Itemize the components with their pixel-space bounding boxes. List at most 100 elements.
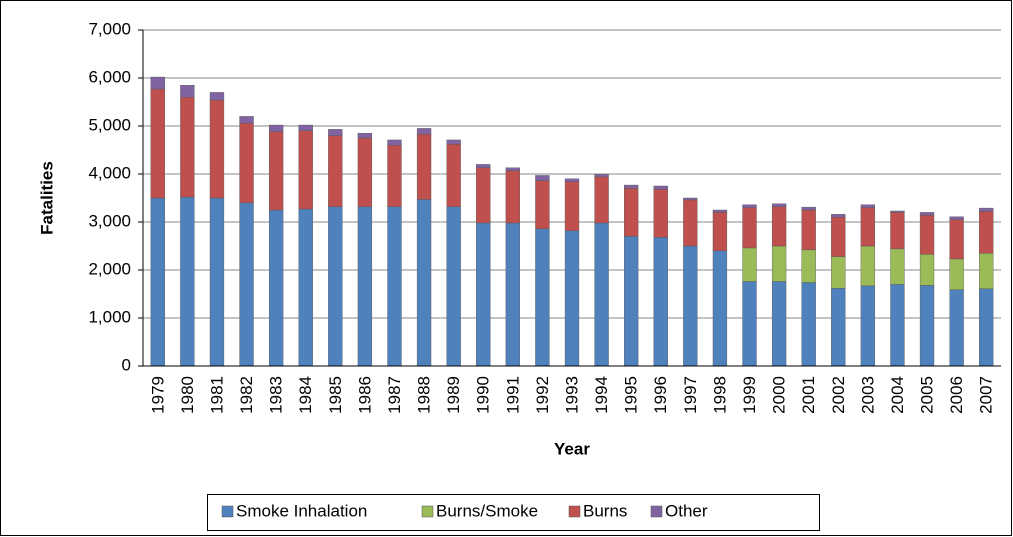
bar-segment (505, 167, 520, 171)
x-tick-label: 1982 (237, 376, 256, 414)
legend-swatch (650, 505, 663, 518)
bar-segment (949, 219, 964, 260)
bar-segment (860, 245, 876, 287)
legend-label: Burns (583, 501, 627, 520)
bar-segment (209, 197, 225, 367)
bar-segment (239, 202, 254, 367)
y-tick-label: 3,000 (88, 211, 131, 230)
legend-label: Other (665, 501, 708, 520)
bar-segment (505, 170, 520, 224)
bar-segment (180, 96, 195, 198)
bar-segment (150, 88, 165, 199)
bar-segment (180, 84, 195, 98)
x-tick-label: 2007 (977, 376, 996, 414)
bar-segment (328, 135, 343, 207)
bar-segment (683, 199, 698, 247)
bar-segment (742, 247, 757, 282)
bar-segment (683, 245, 698, 367)
bar-segment (979, 211, 994, 254)
bar-segment (357, 137, 373, 207)
x-tick-label: 1984 (296, 376, 315, 414)
bar-segment (801, 282, 816, 367)
bar-segment (890, 284, 905, 367)
bar-segment (328, 129, 343, 136)
x-tick-label: 1979 (148, 376, 167, 414)
bar-segment (387, 139, 402, 146)
bar-segment (357, 132, 373, 139)
bar-segment (890, 210, 905, 213)
bar-segment (831, 216, 846, 257)
x-tick-label: 1999 (740, 376, 759, 414)
bar-segment (801, 209, 816, 251)
x-tick-label: 2001 (799, 376, 818, 414)
bar-segment (209, 92, 225, 101)
x-tick-label: 1988 (415, 376, 434, 414)
bar-segment (653, 185, 668, 190)
bar-segment (624, 184, 639, 189)
legend-swatch (221, 505, 234, 518)
bar-segment (771, 281, 787, 367)
legend-box (207, 494, 820, 531)
bar-segment (476, 167, 491, 224)
x-tick-label: 1997 (681, 376, 700, 414)
x-tick-label: 2000 (770, 376, 789, 414)
x-tick-label: 1987 (385, 376, 404, 414)
y-tick-label: 4,000 (88, 163, 131, 182)
x-tick-label: 2002 (829, 376, 848, 414)
x-tick-label: 2003 (858, 376, 877, 414)
bar-segment (239, 122, 254, 204)
legend-label: Smoke Inhalation (236, 501, 367, 520)
x-tick-label: 1985 (326, 376, 345, 414)
bar-segment (564, 181, 580, 231)
x-tick-label: 1998 (710, 376, 729, 414)
bar-segment (742, 204, 757, 208)
bar-segment (624, 188, 639, 237)
bar-segment (771, 245, 787, 282)
bar-segment (416, 128, 432, 135)
bar-segment (209, 99, 225, 199)
bar-segment (949, 258, 964, 290)
x-tick-label: 2006 (947, 376, 966, 414)
legend-label: Burns/Smoke (436, 501, 538, 520)
bar-segment (446, 139, 461, 145)
y-axis-label: Fatalities (37, 161, 56, 235)
bar-segment (446, 144, 461, 207)
bar-segment (742, 281, 757, 367)
x-tick-label: 1995 (622, 376, 641, 414)
y-tick-label: 0 (122, 355, 131, 374)
bar-segment (712, 212, 728, 251)
bar-segment (771, 206, 787, 247)
bar-segment (949, 289, 964, 367)
bar-segment (594, 222, 609, 367)
x-tick-label: 1991 (503, 376, 522, 414)
bar-segment (653, 189, 668, 238)
bar-segment (476, 222, 491, 367)
bar-segment (860, 204, 876, 208)
y-tick-label: 5,000 (88, 115, 131, 134)
y-tick-label: 2,000 (88, 259, 131, 278)
bar-segment (594, 174, 609, 178)
bar-segment (919, 253, 935, 286)
bar-segment (860, 207, 876, 247)
legend-swatch (421, 505, 434, 518)
bar-segment (564, 178, 580, 182)
x-tick-label: 1980 (178, 376, 197, 414)
bar-segment (268, 209, 284, 367)
bar-segment (328, 206, 343, 367)
x-tick-label: 2004 (888, 376, 907, 414)
bar-segment (298, 208, 313, 367)
bar-segment (831, 214, 846, 218)
bar-segment (416, 199, 432, 367)
bar-segment (150, 197, 165, 367)
y-tick-label: 1,000 (88, 307, 131, 326)
bar-segment (564, 230, 580, 367)
bar-segment (919, 215, 935, 255)
bar-segment (594, 176, 609, 224)
x-tick-label: 1989 (444, 376, 463, 414)
x-tick-label: 1994 (592, 376, 611, 414)
bar-segment (890, 248, 905, 285)
bar-segment (742, 207, 757, 249)
bar-segment (446, 206, 461, 367)
bar-segment (801, 206, 816, 211)
